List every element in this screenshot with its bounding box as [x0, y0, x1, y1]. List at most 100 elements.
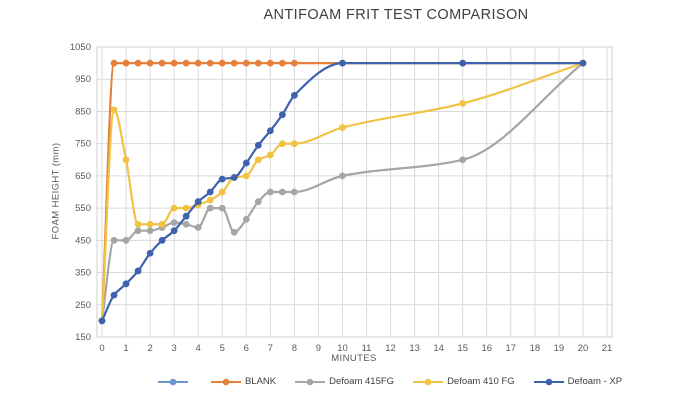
x-tick-label: 3	[171, 343, 176, 354]
data-point	[278, 59, 286, 67]
data-point	[182, 59, 190, 67]
y-tick-label: 150	[75, 332, 91, 343]
legend-item-defoam-xp: Defoam - XP	[533, 376, 623, 387]
data-point	[122, 280, 130, 288]
data-point	[134, 267, 142, 275]
data-point	[290, 59, 298, 67]
data-point	[278, 188, 286, 196]
data-point	[158, 236, 166, 244]
data-point	[110, 106, 118, 114]
data-point	[146, 220, 154, 228]
x-tick-label: 5	[220, 343, 225, 354]
y-tick-label: 850	[75, 106, 91, 117]
data-point	[134, 220, 142, 228]
x-tick-label: 19	[554, 343, 565, 354]
data-point	[110, 236, 118, 244]
data-point	[146, 227, 154, 235]
x-tick-label: 9	[316, 343, 321, 354]
data-point	[230, 228, 238, 236]
legend-label: Defoam - XP	[567, 376, 623, 387]
data-point	[218, 175, 226, 183]
data-point	[158, 59, 166, 67]
data-point	[218, 188, 226, 196]
x-tick-label: 1	[123, 343, 128, 354]
y-tick-label: 250	[75, 300, 91, 311]
gridlines	[97, 46, 612, 337]
x-tick-label: 12	[385, 343, 396, 354]
data-point	[339, 172, 346, 180]
data-point	[242, 172, 250, 180]
data-point	[459, 99, 467, 107]
data-point	[170, 204, 178, 212]
legend-label: BLANK	[244, 376, 277, 387]
data-point	[254, 59, 262, 67]
data-point	[290, 91, 298, 99]
legend-item-unnamed	[157, 377, 192, 387]
data-point	[206, 204, 214, 212]
data-point	[266, 151, 274, 159]
data-point	[122, 59, 130, 67]
legend-label: Defoam 415FG	[329, 376, 395, 387]
legend-marker-icon	[210, 378, 241, 385]
data-point	[339, 59, 346, 67]
data-point	[110, 59, 118, 67]
x-tick-label: 4	[196, 343, 201, 354]
data-point	[194, 59, 202, 67]
data-point	[122, 236, 130, 244]
data-point	[339, 124, 346, 131]
data-point	[459, 156, 467, 164]
y-tick-label: 550	[75, 203, 91, 214]
x-tick-label: 2	[147, 343, 152, 354]
data-point	[254, 198, 262, 206]
data-point	[218, 59, 226, 67]
data-point	[278, 111, 286, 119]
x-tick-label: 6	[244, 343, 249, 354]
y-tick-label: 650	[75, 171, 91, 182]
data-point	[134, 227, 142, 235]
data-point	[206, 59, 214, 67]
data-point	[266, 188, 274, 196]
x-tick-label: 7	[268, 343, 273, 354]
data-point	[242, 159, 250, 167]
legend-marker-icon	[533, 378, 564, 385]
data-point	[290, 140, 298, 148]
data-point	[254, 156, 262, 164]
data-point	[230, 174, 238, 181]
data-point	[194, 224, 202, 231]
x-tick-label: 11	[362, 343, 372, 354]
x-tick-label: 13	[409, 343, 420, 354]
data-point	[182, 220, 190, 228]
chart-title: ANTIFOAM FRIT TEST COMPARISON	[263, 7, 529, 23]
data-point	[158, 220, 166, 228]
data-point	[170, 219, 178, 227]
data-point	[98, 317, 106, 325]
y-tick-label: 750	[75, 139, 91, 150]
data-point	[206, 196, 214, 204]
y-tick-label: 450	[75, 235, 91, 246]
plot-border	[96, 46, 613, 338]
legend-item-defoam-410-fg: Defoam 410 FG	[413, 376, 515, 387]
data-point	[146, 249, 154, 257]
x-tick-label: 16	[481, 343, 492, 354]
legend-label: Defoam 410 FG	[447, 376, 515, 387]
data-point	[182, 204, 190, 212]
x-tick-label: 15	[457, 343, 468, 354]
legend-item-blank: BLANK	[210, 376, 277, 387]
data-point	[146, 59, 154, 67]
data-point	[579, 59, 587, 67]
x-axis-title: MINUTES	[331, 353, 377, 364]
x-tick-label: 20	[578, 343, 589, 354]
data-point	[266, 127, 274, 135]
data-point	[278, 140, 286, 148]
legend: BLANK Defoam 415FG Defoam 410 FG Defoam - X…	[0, 376, 680, 387]
data-point	[182, 212, 190, 220]
y-tick-label: 1050	[70, 42, 91, 53]
data-point	[266, 59, 274, 67]
data-point	[110, 291, 118, 299]
series-Defoam - XP	[98, 59, 587, 325]
data-point	[194, 198, 202, 206]
data-point	[170, 227, 178, 235]
